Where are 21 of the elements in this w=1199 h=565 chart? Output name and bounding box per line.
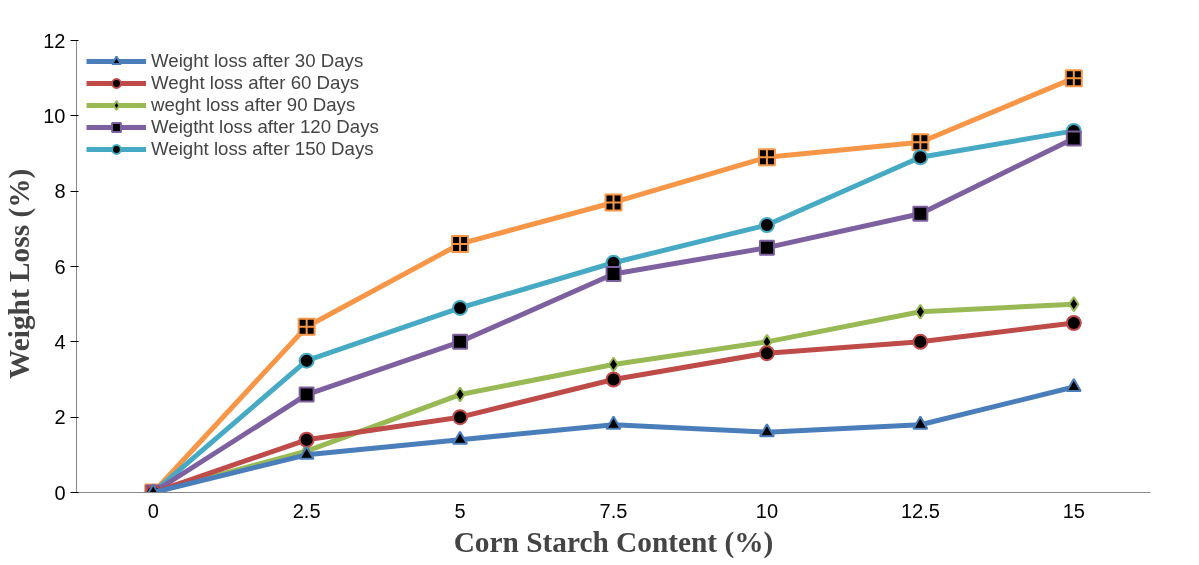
y-tick-label: 2 xyxy=(54,406,66,429)
legend-label: Weigtht loss after 120 Days xyxy=(151,116,379,138)
y-tick-label: 0 xyxy=(54,481,66,504)
x-tick-label: 12.5 xyxy=(900,499,940,522)
x-tick-label: 7.5 xyxy=(599,499,628,522)
legend-label: Weight loss after 150 Days xyxy=(151,138,374,160)
x-tick-label: 15 xyxy=(1062,499,1085,522)
y-axis-title: Weight Loss (%) xyxy=(3,168,37,379)
y-tick-label: 4 xyxy=(54,330,66,353)
x-tick-label: 5 xyxy=(454,499,466,522)
x-tick-label: 10 xyxy=(755,499,779,522)
y-tick-label: 6 xyxy=(54,255,66,278)
y-tick-label: 10 xyxy=(43,104,66,127)
legend-label: Weght loss after 60 Days xyxy=(151,72,360,94)
x-tick-label: 2.5 xyxy=(292,499,321,522)
y-tick-label: 8 xyxy=(54,180,66,203)
x-axis-title: Corn Starch Content (%) xyxy=(453,525,774,559)
legend-label: Weight loss after 30 Days xyxy=(151,50,364,72)
x-tick-label: 0 xyxy=(147,499,159,522)
y-tick-label: 12 xyxy=(43,29,66,52)
legend-label: weght loss after 90 Days xyxy=(151,94,356,116)
